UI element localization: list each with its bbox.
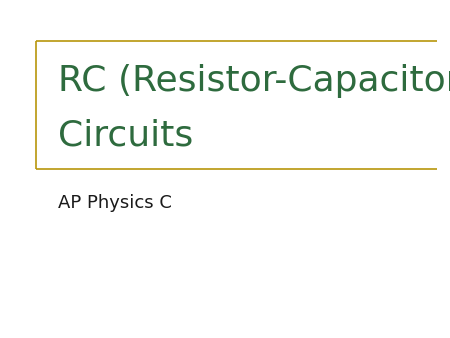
Text: RC (Resistor-Capacitor): RC (Resistor-Capacitor) xyxy=(58,64,450,98)
Text: Circuits: Circuits xyxy=(58,118,194,152)
Text: AP Physics C: AP Physics C xyxy=(58,194,172,212)
